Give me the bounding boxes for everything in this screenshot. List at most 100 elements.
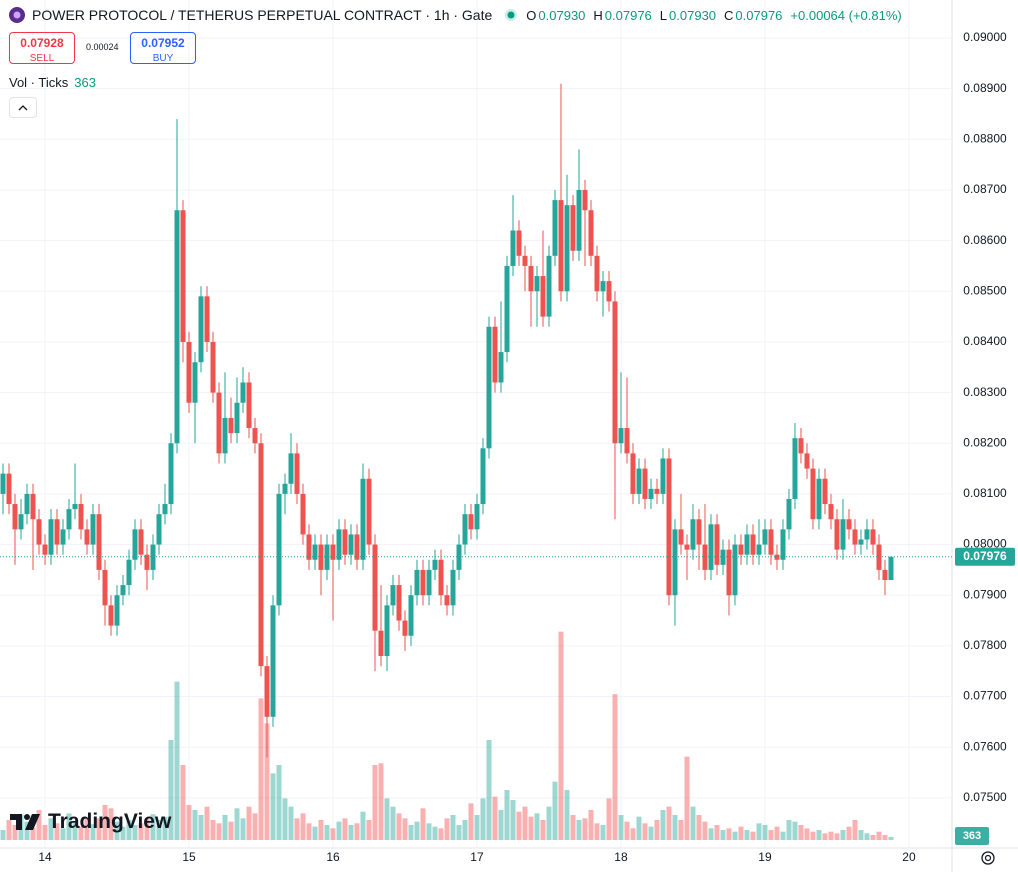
ohlc-value: 0.07976 bbox=[604, 7, 652, 23]
candle-body bbox=[828, 504, 834, 520]
volume-bar bbox=[360, 811, 366, 840]
volume-bar bbox=[204, 806, 210, 840]
volume-bar bbox=[768, 830, 774, 840]
candle-body bbox=[258, 443, 264, 667]
volume-bar bbox=[756, 823, 762, 840]
candle-body bbox=[864, 529, 870, 540]
volume-bar bbox=[792, 821, 798, 840]
y-tick-label: 0.08700 bbox=[963, 182, 1007, 196]
volume-bar bbox=[24, 821, 30, 840]
candle-body bbox=[102, 569, 108, 606]
candle-body bbox=[702, 544, 708, 570]
volume-bar bbox=[852, 820, 858, 840]
candle-body bbox=[432, 559, 438, 570]
sell-button[interactable]: 0.07928 SELL bbox=[9, 32, 75, 64]
candle-body bbox=[300, 493, 306, 535]
candle-body bbox=[696, 519, 702, 545]
candle-body bbox=[870, 529, 876, 545]
candle-body bbox=[108, 605, 114, 626]
candle-body bbox=[96, 514, 102, 570]
volume-bar bbox=[366, 820, 372, 840]
volume-bar bbox=[12, 825, 18, 840]
candle-body bbox=[642, 468, 648, 499]
volume-bar bbox=[786, 820, 792, 840]
candle-body bbox=[618, 428, 624, 444]
candle-body bbox=[0, 473, 6, 494]
candle-body bbox=[18, 514, 24, 530]
candle-body bbox=[318, 544, 324, 570]
candle-body bbox=[630, 453, 636, 494]
chevron bbox=[18, 105, 28, 111]
volume-bar bbox=[810, 831, 816, 840]
volume-bar bbox=[126, 820, 132, 840]
volume-bar bbox=[708, 828, 714, 840]
candle-body bbox=[174, 210, 180, 444]
volume-bar bbox=[234, 808, 240, 840]
ohlc-label: L bbox=[659, 7, 668, 23]
volume-bar bbox=[672, 815, 678, 840]
volume-bar bbox=[444, 818, 450, 840]
volume-bar bbox=[222, 815, 228, 840]
volume-bar bbox=[474, 815, 480, 840]
candle-body bbox=[720, 549, 726, 565]
volume-bar bbox=[498, 810, 504, 840]
candle-body bbox=[66, 509, 72, 530]
volume-bar bbox=[858, 830, 864, 840]
volume-bar bbox=[192, 810, 198, 840]
candle-body bbox=[234, 402, 240, 434]
y-tick-label: 0.08300 bbox=[963, 385, 1007, 399]
settings-icon[interactable] bbox=[978, 848, 998, 868]
volume-bar bbox=[0, 830, 6, 840]
volume-bar bbox=[210, 820, 216, 840]
candle-body bbox=[372, 544, 378, 631]
candle-body bbox=[474, 504, 480, 530]
volume-bar bbox=[312, 826, 318, 840]
candle-body bbox=[210, 341, 216, 393]
collapse-button[interactable] bbox=[9, 97, 37, 118]
candle-body bbox=[582, 189, 588, 211]
candle-body bbox=[282, 483, 288, 494]
change: +0.00064 (+0.81%) bbox=[790, 7, 902, 23]
candle-body bbox=[786, 498, 792, 530]
candle-body bbox=[24, 493, 30, 515]
volume-bar bbox=[240, 818, 246, 840]
volume-bar bbox=[570, 815, 576, 840]
candle-body bbox=[840, 519, 846, 550]
volume-bar bbox=[660, 810, 666, 840]
buy-button[interactable]: 0.07952 BUY bbox=[130, 32, 196, 64]
volume-bar bbox=[288, 806, 294, 840]
candle-body bbox=[72, 504, 78, 510]
indicator-legend: Vol · Ticks 363 bbox=[9, 75, 96, 90]
candle-body bbox=[744, 534, 750, 555]
volume-bar bbox=[840, 830, 846, 840]
volume-bar bbox=[510, 800, 516, 840]
volume-bar bbox=[834, 833, 840, 840]
volume-bar bbox=[486, 740, 492, 840]
volume-bar bbox=[150, 814, 156, 840]
candle-body bbox=[306, 534, 312, 560]
indicator-name: Vol · Ticks bbox=[9, 75, 69, 90]
volume-bar bbox=[882, 835, 888, 840]
volume-bar bbox=[504, 790, 510, 840]
symbol-title: POWER PROTOCOL / TETHERUS PERPETUAL CONT… bbox=[32, 7, 493, 23]
candle-body bbox=[144, 554, 150, 570]
candle-body bbox=[192, 362, 198, 403]
volume-bar bbox=[732, 831, 738, 840]
volume-bar bbox=[714, 825, 720, 840]
candle-body bbox=[780, 529, 786, 560]
candle-body bbox=[126, 559, 132, 586]
volume-bar bbox=[678, 820, 684, 840]
sell-price: 0.07928 bbox=[20, 36, 64, 50]
y-tick-label: 0.08500 bbox=[963, 283, 1007, 297]
candle-body bbox=[648, 488, 654, 499]
candle-body bbox=[858, 539, 864, 545]
y-tick-label: 0.07900 bbox=[963, 587, 1007, 601]
candle-body bbox=[876, 544, 882, 570]
watermark-text: TradingView bbox=[48, 810, 172, 833]
candle-body bbox=[378, 630, 384, 657]
volume-bar bbox=[48, 818, 54, 840]
ohlc-label: H bbox=[593, 7, 603, 23]
volume-bar bbox=[114, 821, 120, 840]
candle-body bbox=[606, 281, 612, 302]
candle-body bbox=[336, 529, 342, 560]
